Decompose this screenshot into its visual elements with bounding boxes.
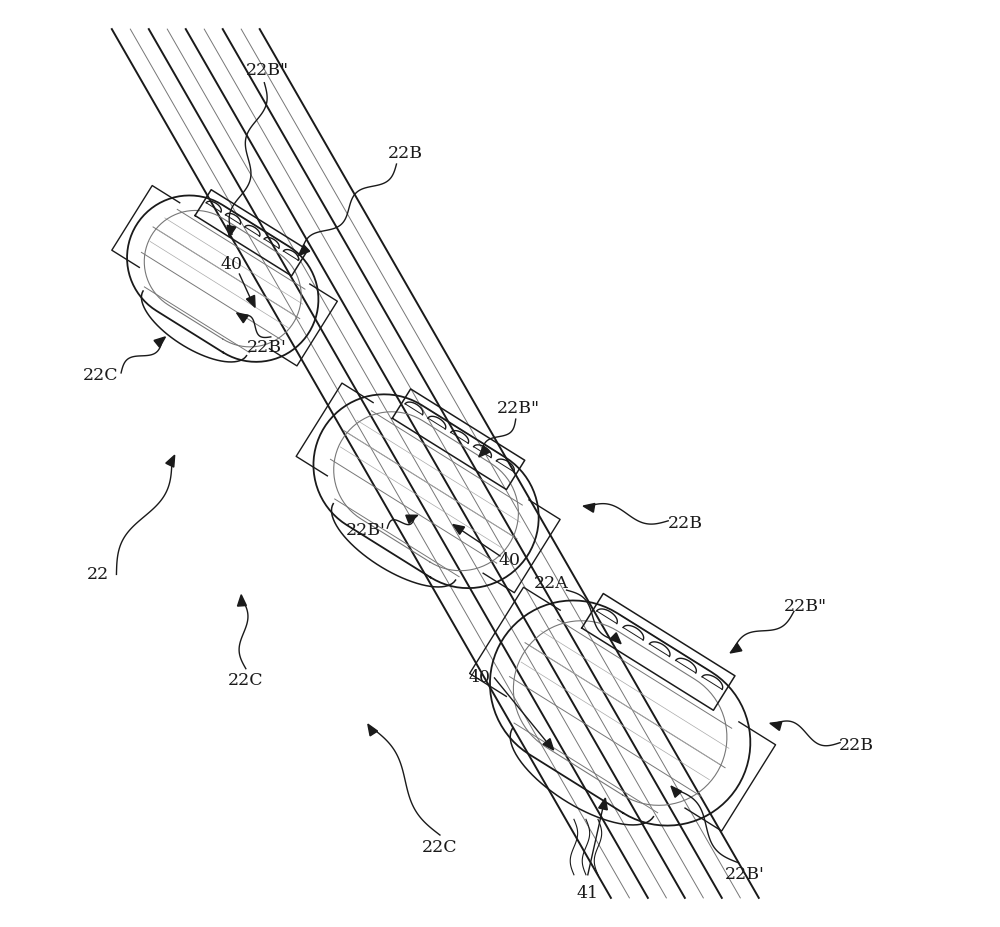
Polygon shape xyxy=(453,525,465,534)
Text: 41: 41 xyxy=(577,884,599,902)
Polygon shape xyxy=(599,798,607,810)
Polygon shape xyxy=(479,446,490,457)
Text: 22B": 22B" xyxy=(497,400,540,416)
Text: 22C: 22C xyxy=(83,367,119,384)
Text: 22B': 22B' xyxy=(346,522,386,539)
Text: 22B": 22B" xyxy=(783,598,827,616)
Text: 22A: 22A xyxy=(533,575,568,592)
Polygon shape xyxy=(246,296,255,308)
Polygon shape xyxy=(583,503,595,513)
Text: 22C: 22C xyxy=(422,839,458,856)
Polygon shape xyxy=(770,722,782,730)
Text: 22B: 22B xyxy=(838,737,873,754)
Polygon shape xyxy=(610,633,621,643)
Polygon shape xyxy=(166,455,175,467)
Polygon shape xyxy=(154,337,165,348)
Polygon shape xyxy=(671,786,682,797)
Text: 22B': 22B' xyxy=(247,339,287,357)
Text: 22B: 22B xyxy=(388,146,423,162)
Polygon shape xyxy=(299,245,310,256)
Text: 22B: 22B xyxy=(667,515,702,532)
Polygon shape xyxy=(238,595,246,606)
Polygon shape xyxy=(406,515,418,524)
Text: 22: 22 xyxy=(87,565,109,583)
Polygon shape xyxy=(227,225,236,237)
Polygon shape xyxy=(368,724,378,736)
Polygon shape xyxy=(730,643,742,653)
Text: 40: 40 xyxy=(469,669,491,686)
Text: 40: 40 xyxy=(221,256,243,273)
Text: 22B': 22B' xyxy=(725,866,765,883)
Text: 22C: 22C xyxy=(228,672,264,689)
Text: 40: 40 xyxy=(498,552,520,569)
Polygon shape xyxy=(237,312,248,323)
Polygon shape xyxy=(543,739,554,750)
Text: 22B": 22B" xyxy=(246,62,289,79)
